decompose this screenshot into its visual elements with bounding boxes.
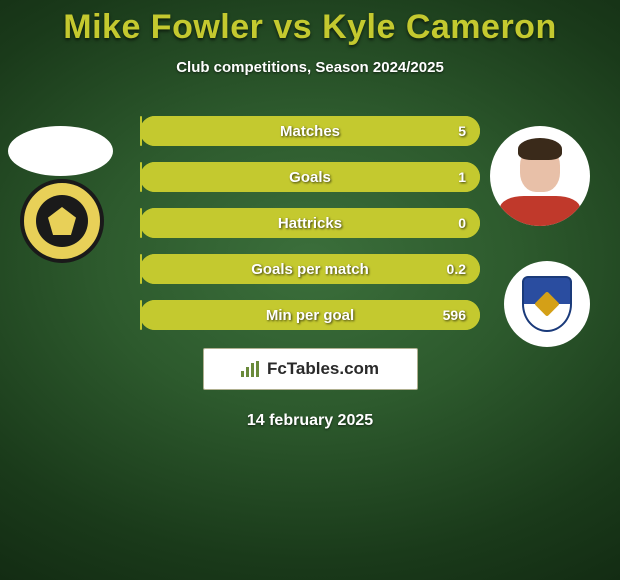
club-badge-left-icon: [48, 207, 76, 235]
logo-text: FcTables.com: [267, 359, 379, 379]
stat-row: Goals1: [140, 162, 480, 192]
subtitle: Club competitions, Season 2024/2025: [0, 59, 620, 76]
content-wrapper: Mike Fowler vs Kyle Cameron Club competi…: [0, 0, 620, 580]
stat-value-right: 0.2: [447, 254, 466, 284]
stat-value-right: 596: [443, 300, 466, 330]
date-line: 14 february 2025: [0, 412, 620, 430]
stat-value-right: 0: [458, 208, 466, 238]
stat-row: Min per goal596: [140, 300, 480, 330]
stat-row: Matches5: [140, 116, 480, 146]
stat-value-right: 5: [458, 116, 466, 146]
fctables-logo[interactable]: FcTables.com: [203, 348, 418, 390]
club-badge-right-icon: [522, 276, 572, 332]
club-badge-right: [504, 261, 590, 347]
stat-label: Min per goal: [140, 300, 480, 330]
bar-chart-icon: [241, 361, 261, 377]
stat-label: Hattricks: [140, 208, 480, 238]
stat-label: Goals per match: [140, 254, 480, 284]
stats-area: Matches5Goals1Hattricks0Goals per match0…: [0, 116, 620, 330]
player-left-avatar: [8, 126, 113, 176]
stat-row: Hattricks0: [140, 208, 480, 238]
stat-row: Goals per match0.2: [140, 254, 480, 284]
avatar-shirt: [500, 196, 580, 226]
club-badge-left-inner: [36, 195, 88, 247]
club-badge-left: [20, 179, 104, 263]
stat-label: Goals: [140, 162, 480, 192]
stat-bars: Matches5Goals1Hattricks0Goals per match0…: [140, 116, 480, 330]
page-title: Mike Fowler vs Kyle Cameron: [0, 8, 620, 47]
player-right-avatar: [490, 126, 590, 226]
stat-value-right: 1: [458, 162, 466, 192]
avatar-hair: [518, 138, 562, 160]
stat-label: Matches: [140, 116, 480, 146]
